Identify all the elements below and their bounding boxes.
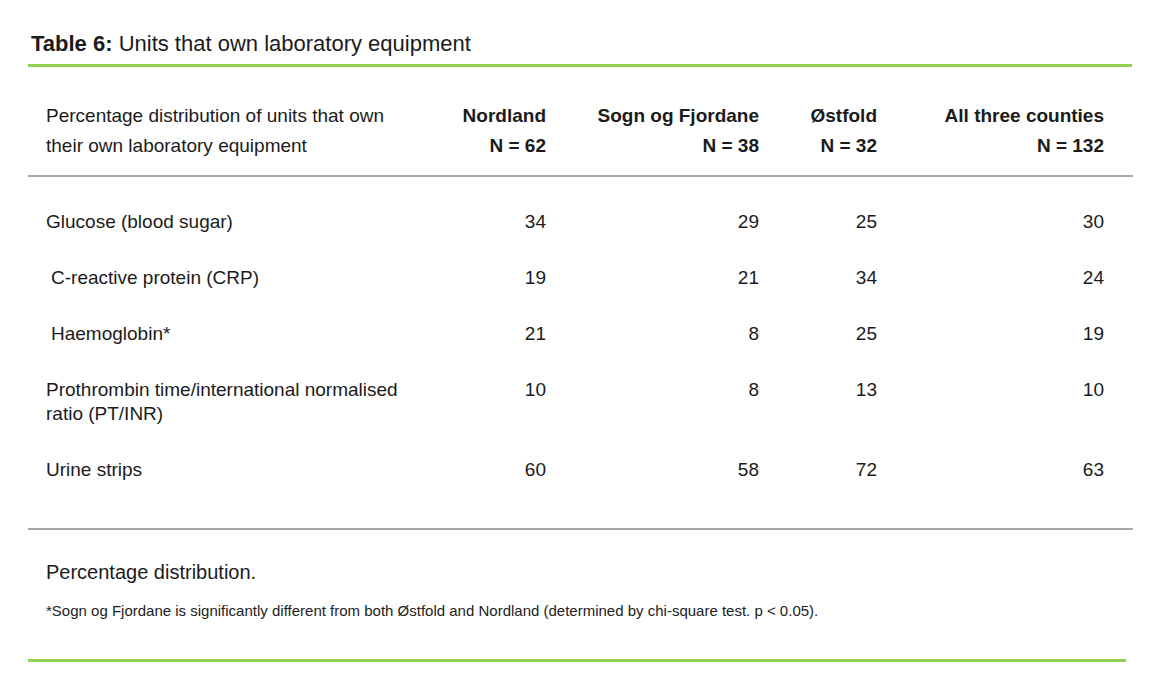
column-name: Sogn og Fjordane <box>546 101 759 131</box>
cell-value: 60 <box>420 441 546 529</box>
row-label: C-reactive protein (CRP) <box>28 249 420 305</box>
header-row-label: Percentage distribution of units that ow… <box>28 101 420 176</box>
cell-value: 34 <box>759 249 877 305</box>
column-header-all-counties: All three counties N = 132 <box>877 101 1133 176</box>
cell-value: 10 <box>877 361 1133 441</box>
column-name: All three counties <box>877 101 1104 131</box>
column-name: Nordland <box>420 101 546 131</box>
cell-value: 10 <box>420 361 546 441</box>
bottom-accent-rule <box>28 659 1126 662</box>
top-accent-rule <box>28 64 1132 67</box>
cell-value: 58 <box>546 441 759 529</box>
cell-value: 63 <box>877 441 1133 529</box>
row-label: Glucose (blood sugar) <box>28 176 420 249</box>
column-n: N = 132 <box>877 131 1104 161</box>
table-row-crp: C-reactive protein (CRP) 19 21 34 24 <box>28 249 1133 305</box>
cell-value: 29 <box>546 176 759 249</box>
cell-value: 8 <box>546 361 759 441</box>
table-row-urine-strips: Urine strips 60 58 72 63 <box>28 441 1133 529</box>
lab-equipment-table: Percentage distribution of units that ow… <box>28 101 1133 530</box>
table-footnote: *Sogn og Fjordane is significantly diffe… <box>28 602 1132 620</box>
cell-value: 21 <box>546 249 759 305</box>
cell-value: 30 <box>877 176 1133 249</box>
table-row-pt-inr: Prothrombin time/international normalise… <box>28 361 1133 441</box>
table-row-glucose: Glucose (blood sugar) 34 29 25 30 <box>28 176 1133 249</box>
table-row-haemoglobin: Haemoglobin* 21 8 25 19 <box>28 305 1133 361</box>
cell-value: 13 <box>759 361 877 441</box>
cell-value: 19 <box>420 249 546 305</box>
table-caption-note: Percentage distribution. <box>28 562 1132 583</box>
cell-value: 25 <box>759 305 877 361</box>
table-header: Percentage distribution of units that ow… <box>28 101 1133 176</box>
column-n: N = 32 <box>759 131 877 161</box>
row-label: Haemoglobin* <box>28 305 420 361</box>
page: Table 6: Units that own laboratory equip… <box>0 0 1163 697</box>
row-label: Prothrombin time/international normalise… <box>28 361 420 441</box>
column-n: N = 38 <box>546 131 759 161</box>
table-title-text: Units that own laboratory equipment <box>113 31 471 56</box>
column-header-sogn-og-fjordane: Sogn og Fjordane N = 38 <box>546 101 759 176</box>
cell-value: 34 <box>420 176 546 249</box>
column-header-nordland: Nordland N = 62 <box>420 101 546 176</box>
column-n: N = 62 <box>420 131 546 161</box>
cell-value: 21 <box>420 305 546 361</box>
content-area: Table 6: Units that own laboratory equip… <box>28 0 1132 620</box>
table-title-label: Table 6: <box>31 31 113 56</box>
column-name: Østfold <box>759 101 877 131</box>
row-label: Urine strips <box>28 441 420 529</box>
header-row: Percentage distribution of units that ow… <box>28 101 1133 176</box>
cell-value: 25 <box>759 176 877 249</box>
cell-value: 24 <box>877 249 1133 305</box>
cell-value: 72 <box>759 441 877 529</box>
table-title: Table 6: Units that own laboratory equip… <box>28 0 1132 56</box>
cell-value: 8 <box>546 305 759 361</box>
cell-value: 19 <box>877 305 1133 361</box>
column-header-ostfold: Østfold N = 32 <box>759 101 877 176</box>
table-body: Glucose (blood sugar) 34 29 25 30 C-reac… <box>28 176 1133 529</box>
